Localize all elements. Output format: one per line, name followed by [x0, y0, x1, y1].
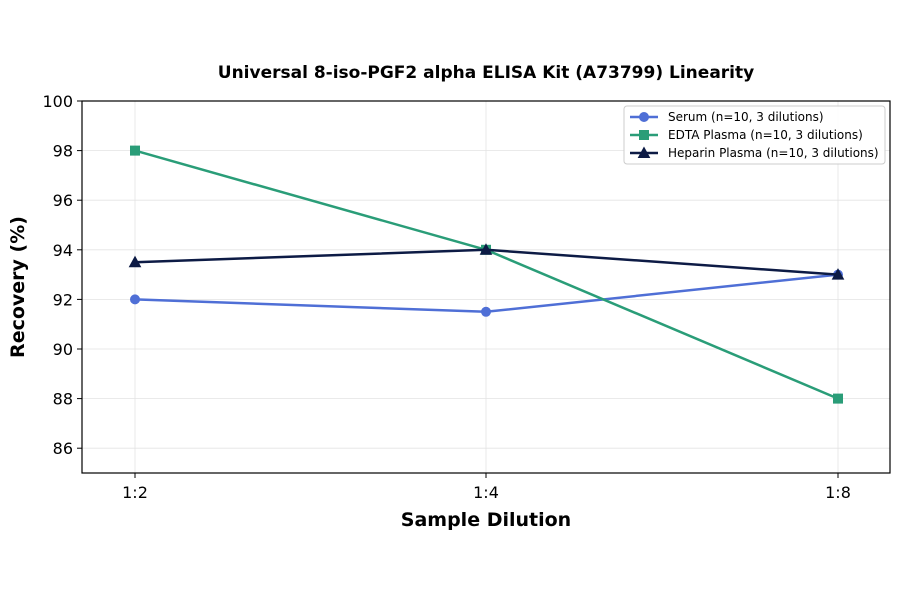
x-tick-label: 1:2: [122, 483, 148, 502]
series-group: [128, 243, 845, 280]
y-tick-label: 86: [53, 439, 73, 458]
y-tick-label: 90: [53, 340, 73, 359]
ticks-layer: 1:2 1:4 1:8 86 88 90 92 94 96 98 100: [42, 92, 850, 502]
legend-marker: [639, 112, 649, 122]
legend-label: EDTA Plasma (n=10, 3 dilutions): [668, 128, 863, 142]
data-point: [130, 294, 140, 305]
legend-marker: [637, 146, 651, 158]
y-tick-label: 98: [53, 142, 73, 161]
y-axis-label: Recovery (%): [7, 216, 29, 358]
data-point: [130, 145, 140, 156]
series-line: [134, 273, 839, 314]
series-group: [130, 269, 843, 317]
legend-label: Heparin Plasma (n=10, 3 dilutions): [668, 146, 879, 160]
y-tick-label: 100: [42, 92, 73, 111]
data-point: [481, 306, 491, 317]
chart-title: Universal 8-iso-PGF2 alpha ELISA Kit (A7…: [218, 63, 754, 83]
y-tick-label: 96: [53, 191, 73, 210]
legend-marker: [639, 130, 649, 140]
series-line: [134, 149, 839, 400]
y-tick-label: 94: [53, 241, 73, 260]
data-point: [479, 243, 493, 255]
legend: Serum (n=10, 3 dilutions) EDTA Plasma (n=…: [623, 105, 886, 165]
series-group: [130, 145, 843, 404]
y-tick-label: 92: [53, 290, 73, 309]
data-point: [128, 255, 142, 268]
x-axis-label: Sample Dilution: [401, 509, 571, 531]
y-tick-label: 88: [53, 390, 73, 409]
x-tick-label: 1:4: [473, 483, 499, 502]
data-point: [833, 393, 843, 404]
series-layer: [128, 145, 845, 404]
legend-box: [623, 105, 886, 165]
legend-label: Serum (n=10, 3 dilutions): [668, 110, 824, 124]
x-tick-label: 1:8: [825, 483, 851, 502]
data-point: [831, 268, 845, 280]
